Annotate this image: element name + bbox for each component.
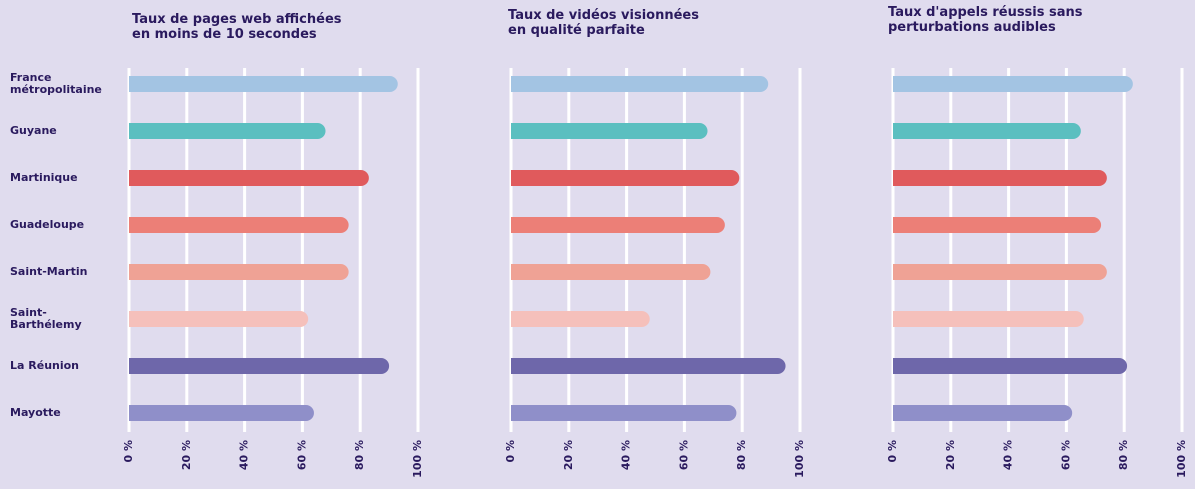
bar (129, 264, 349, 280)
category-label: Saint-Barthélemy (10, 306, 82, 331)
bar (129, 76, 398, 92)
category-label: Martinique (10, 171, 78, 184)
x-tick-label: 0 % (122, 440, 135, 463)
x-tick-label: 100 % (411, 440, 424, 478)
bar (893, 123, 1081, 139)
bar (893, 170, 1107, 186)
bar (893, 311, 1084, 327)
bar (511, 217, 725, 233)
category-label: La Réunion (10, 359, 80, 372)
x-tick-label: 100 % (1175, 440, 1188, 478)
bar (511, 76, 769, 92)
category-label: Guyane (10, 124, 57, 137)
chart-title: Taux d'appels réussis sans perturbations… (888, 5, 1083, 35)
x-tick-label: 40 % (1002, 440, 1015, 470)
x-tick-label: 20 % (944, 440, 957, 470)
bar (893, 76, 1133, 92)
category-label: Saint-Martin (10, 265, 88, 278)
bar (129, 170, 369, 186)
bar (893, 405, 1073, 421)
bar (129, 217, 349, 233)
x-tick-label: 0 % (886, 440, 899, 463)
x-tick-label: 0 % (504, 440, 517, 463)
chart-title: Taux de pages web affichées en moins de … (132, 12, 342, 42)
bar (893, 264, 1107, 280)
x-tick-label: 100 % (793, 440, 806, 478)
bar (511, 405, 737, 421)
x-tick-label: 20 % (562, 440, 575, 470)
x-tick-label: 80 % (1117, 440, 1130, 470)
x-tick-label: 20 % (180, 440, 193, 470)
category-label: Mayotte (10, 406, 61, 419)
x-tick-label: 80 % (353, 440, 366, 470)
x-tick-label: 40 % (238, 440, 251, 470)
bar (893, 217, 1102, 233)
bar (129, 311, 309, 327)
x-tick-label: 60 % (1059, 440, 1072, 470)
bar (511, 358, 786, 374)
bar (129, 358, 390, 374)
x-tick-label: 60 % (677, 440, 690, 470)
x-tick-label: 40 % (620, 440, 633, 470)
category-label: Guadeloupe (10, 218, 85, 231)
bar (511, 311, 650, 327)
chart-title: Taux de vidéos visionnées en qualité par… (508, 8, 699, 38)
bar (129, 123, 326, 139)
bar (511, 264, 711, 280)
bar (129, 405, 314, 421)
x-tick-label: 60 % (295, 440, 308, 470)
category-label: France métropolitaine (10, 71, 102, 96)
x-tick-label: 80 % (735, 440, 748, 470)
bar (511, 123, 708, 139)
bar (511, 170, 740, 186)
bar (893, 358, 1128, 374)
